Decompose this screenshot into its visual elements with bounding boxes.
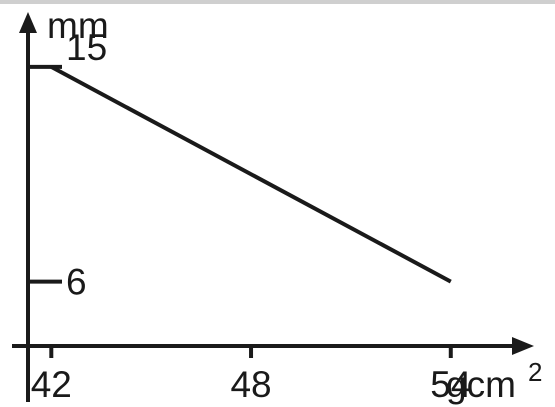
- y-tick-label-0: 15: [66, 27, 107, 68]
- y-axis-label: mm: [47, 5, 109, 46]
- top-border-strip: [0, 0, 555, 4]
- x-axis-arrow-icon: [512, 337, 534, 355]
- x-axis-label-superscript: 2: [528, 357, 542, 387]
- y-axis-arrow-icon: [19, 12, 37, 33]
- x-tick-label-1: 48: [230, 364, 271, 405]
- series-group: [50, 65, 452, 284]
- x-axis-label: gcm: [446, 364, 516, 405]
- x-tick-label-2: 54: [430, 364, 471, 405]
- y-tick-label-1: 6: [66, 262, 87, 303]
- x-tick-label-0: 42: [31, 364, 72, 405]
- tick-group: 42 48 54 15 6: [28, 27, 471, 405]
- data-line: [50, 65, 452, 284]
